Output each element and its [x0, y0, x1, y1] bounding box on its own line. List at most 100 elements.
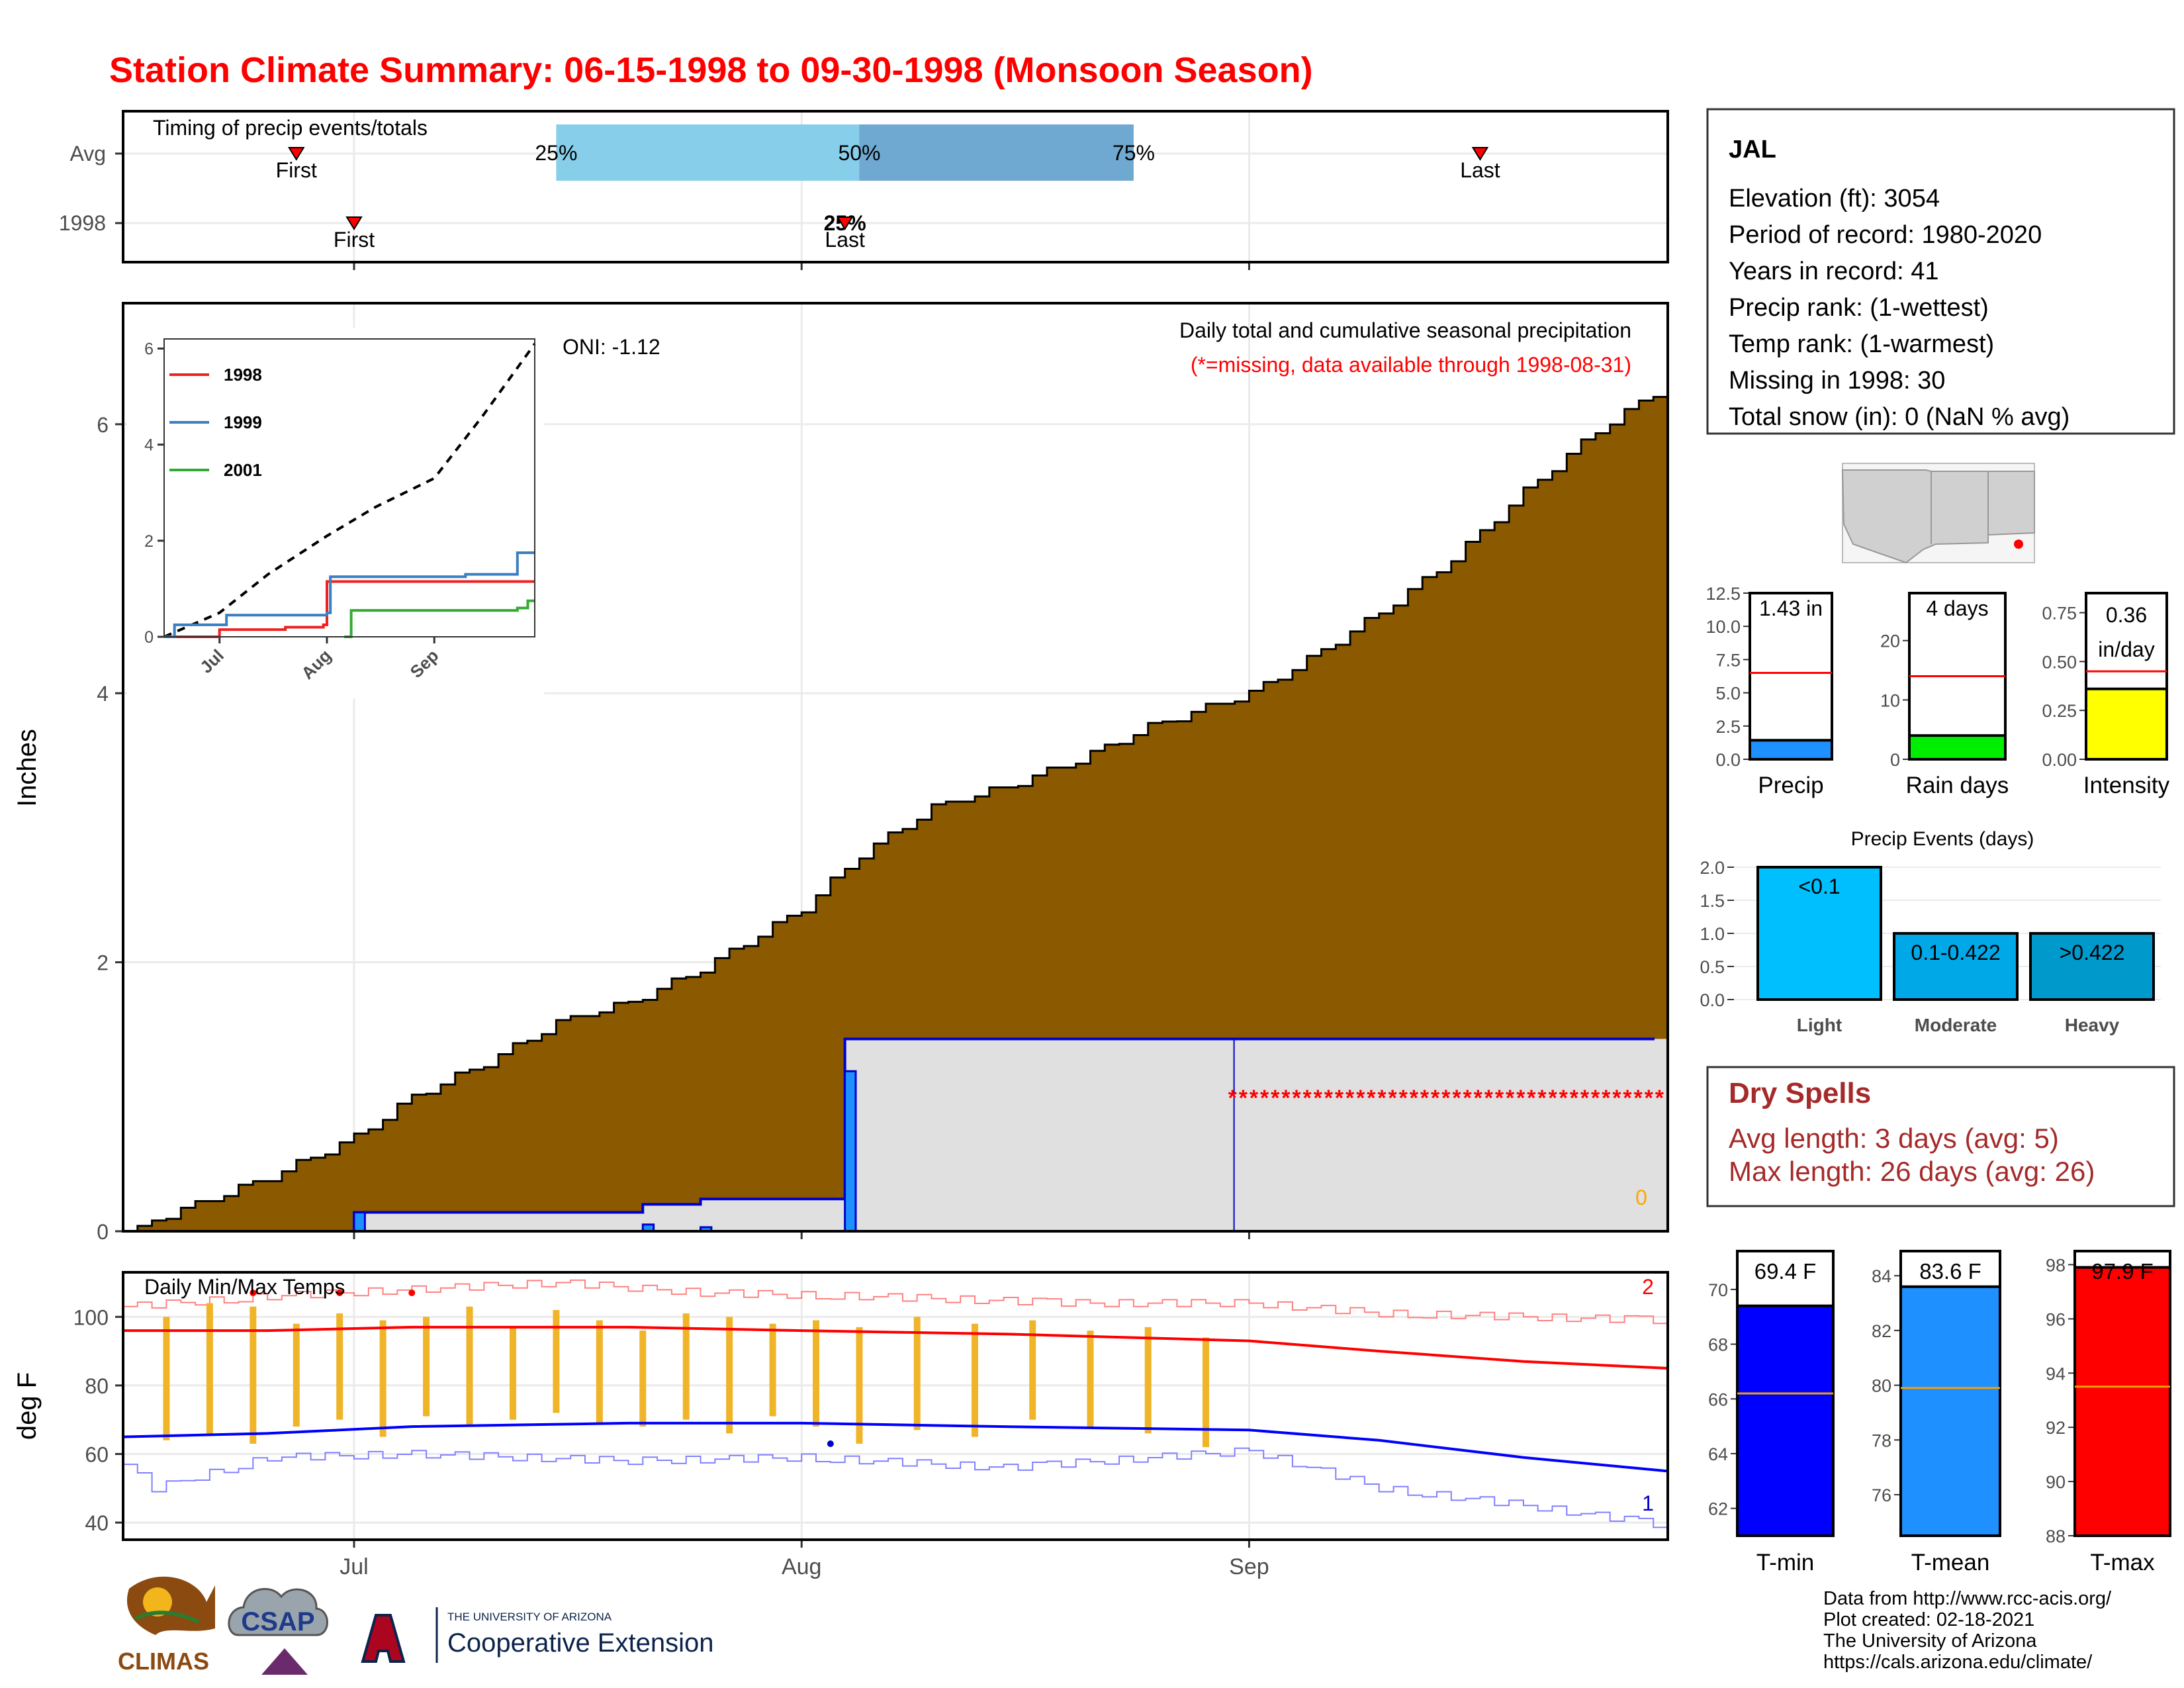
temp-gauge-y-tick-label: 62	[1708, 1499, 1728, 1519]
csap-logo-text: CSAP	[241, 1607, 314, 1636]
record-high-dot	[408, 1289, 416, 1297]
inset-y-tick-label: 6	[144, 340, 154, 359]
credit-line: The University of Arizona	[1823, 1630, 2037, 1652]
daily-temp-range-bar	[509, 1327, 516, 1420]
daily-temp-range-bar	[682, 1313, 690, 1420]
climas-logo-leaf	[134, 1611, 200, 1624]
inset-y-tick-label: 2	[144, 532, 154, 551]
record-min-count: 1	[1642, 1491, 1654, 1515]
temp-gauge-name-label: T-mean	[1911, 1550, 1990, 1575]
precip-y-tick-label: 2	[97, 951, 109, 975]
temp-y-tick-label: 40	[85, 1511, 109, 1535]
daily-temp-range-bar	[293, 1323, 300, 1427]
gauge-y-tick-label: 0.00	[2042, 750, 2077, 770]
temp-gauge-y-tick-label: 70	[1708, 1280, 1728, 1300]
x-axis-tick-label: Sep	[1229, 1554, 1269, 1579]
gauge-value-unit-label: in/day	[2098, 637, 2154, 661]
university-of-arizona-a-logo	[361, 1614, 406, 1663]
missing-count-label: 0	[1635, 1186, 1647, 1209]
pct-25-label: 25%	[535, 141, 577, 165]
daily-temp-range-bar	[726, 1317, 733, 1434]
daily-temp-range-bar	[769, 1323, 776, 1417]
events-bar-heavy	[2029, 932, 2155, 1001]
inset-series-1998	[174, 580, 535, 638]
pct-75-label: 75%	[1113, 141, 1155, 165]
gauge-y-tick-label: 12.5	[1706, 584, 1741, 604]
timing-row-year-label: 1998	[59, 211, 106, 235]
temp-gauge-name-label: T-min	[1756, 1550, 1815, 1575]
station-info-line: Total snow (in): 0 (NaN % avg)	[1729, 403, 2070, 431]
dry-spells-avg-line: Avg length: 3 days (avg: 5)	[1729, 1123, 2059, 1154]
oni-label: ONI: -1.12	[563, 335, 660, 359]
events-y-tick-label: 0.0	[1700, 990, 1725, 1010]
precip-y-tick-label: 6	[97, 413, 109, 437]
credit-line: https://cals.arizona.edu/climate/	[1823, 1652, 2093, 1673]
dry-spells-box: Dry Spells Avg length: 3 days (avg: 5)Max…	[1706, 1066, 2175, 1207]
inset-background	[127, 328, 544, 698]
temp-gauge-y-tick-label: 94	[2046, 1364, 2066, 1383]
gauge-y-tick-label: 0.25	[2042, 701, 2077, 721]
gauge-frame	[1749, 592, 1833, 761]
map-states	[1841, 469, 2035, 564]
temp-y-tick-label: 100	[73, 1305, 109, 1329]
daily-temp-range-bar	[971, 1323, 978, 1437]
events-y-tick-label: 2.0	[1700, 858, 1725, 878]
events-y-tick-label: 0.5	[1700, 957, 1725, 977]
gauge-y-tick-label: 0.0	[1715, 750, 1741, 770]
temp-gauge-y-tick-label: 68	[1708, 1335, 1728, 1355]
temp-y-tick-label: 60	[85, 1443, 109, 1467]
inset-legend-label: 1998	[224, 365, 262, 385]
record-min-line	[123, 1447, 1668, 1528]
temp-gauge-y-tick-label: 96	[2046, 1309, 2066, 1329]
x-axis-tick-label: Jul	[340, 1554, 368, 1579]
gauge-name-label: Intensity	[2083, 773, 2170, 798]
inset-series-1999	[164, 551, 535, 638]
gauge-y-tick-label: 5.0	[1715, 684, 1741, 704]
events-title: Precip Events (days)	[1851, 828, 2034, 850]
gauge-y-tick-label: 0	[1890, 750, 1900, 770]
timing-row-avg-label: Avg	[69, 142, 106, 165]
temp-gauge-name-label: T-max	[2090, 1550, 2155, 1575]
temp-gauge-y-tick-label: 98	[2046, 1255, 2066, 1275]
avg-first-label: First	[276, 158, 317, 182]
record-max-count: 2	[1642, 1275, 1654, 1299]
climas-logo-text: CLIMAS	[118, 1648, 209, 1675]
precip-header: Daily total and cumulative seasonal prec…	[1179, 318, 1631, 342]
precip-y-tick-label: 0	[97, 1220, 109, 1244]
station-info-line: Temp rank: (1-warmest)	[1729, 330, 1994, 358]
temp-frame	[122, 1271, 1669, 1541]
inset-avg-line	[163, 343, 536, 638]
gauge-value-label: 1.43 in	[1759, 596, 1823, 620]
temp-gauge-y-tick-label: 66	[1708, 1389, 1728, 1409]
gauge-value-bar	[1749, 739, 1833, 761]
record-max-line	[123, 1279, 1668, 1325]
daily-temp-range-bar	[423, 1317, 430, 1417]
gauge-y-tick-label: 7.5	[1715, 650, 1741, 670]
daily-temp-range-bar	[856, 1327, 863, 1444]
daily-temp-range-bar	[206, 1303, 213, 1434]
missing-stars: ****************************************…	[1228, 1086, 1664, 1111]
credit-line: Plot created: 02-18-2021	[1823, 1609, 2034, 1630]
avg-last-marker	[1471, 147, 1489, 161]
daily-temp-range-bar	[1087, 1331, 1094, 1427]
ua-logo-bottom-text: Cooperative Extension	[447, 1628, 713, 1658]
csap-logo-cloud	[228, 1587, 328, 1636]
station-name: JAL	[1729, 136, 1776, 164]
temp-gauge-value-bar	[1736, 1304, 1835, 1537]
events-bar-label: >0.422	[2060, 941, 2125, 964]
daily-temp-range-bar	[1029, 1320, 1036, 1420]
daily-temp-range-bar	[553, 1309, 560, 1413]
climas-logo-sun	[143, 1587, 172, 1617]
temp-y-tick-label: 80	[85, 1374, 109, 1398]
daily-temp-range-bar	[596, 1320, 603, 1423]
x-axis-tick-label: Aug	[782, 1554, 822, 1579]
temp-gauge-t-mean: 76 78 80 82 84 83.6 F T-mean	[1872, 1250, 2001, 1575]
temp-y-axis-label: deg F	[13, 1372, 42, 1440]
daily-temp-range-bar	[813, 1320, 820, 1427]
csap-logo-mountain	[261, 1648, 308, 1675]
temp-gauge-y-tick-label: 78	[1872, 1430, 1891, 1450]
temp-gauge-value-bar	[2073, 1266, 2171, 1537]
temperature-panel: Daily Min/Max Temps 2 1 40 60 80 100 Jul Aug Sep d…	[13, 1271, 1669, 1579]
